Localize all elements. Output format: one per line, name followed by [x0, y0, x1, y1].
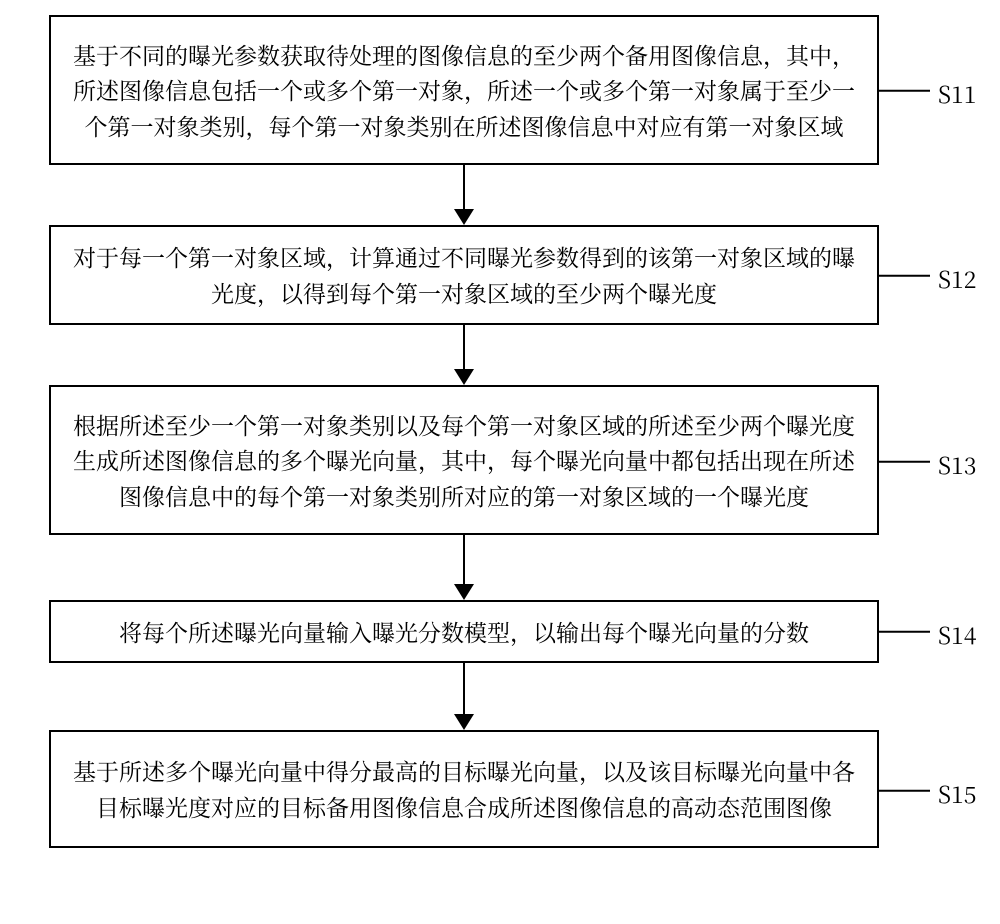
flow-step-s14-text: 将每个所述曝光向量输入曝光分数模型，以输出每个曝光向量的分数	[65, 614, 863, 650]
flow-step-s15: 基于所述多个曝光向量中得分最高的目标曝光向量，以及该目标曝光向量中各目标曝光度对…	[49, 730, 879, 848]
flow-step-s15-label: S15	[938, 777, 976, 810]
flow-step-s11-label: S11	[938, 77, 976, 110]
flow-step-s13-label: S13	[938, 448, 976, 481]
flow-step-s12: 对于每一个第一对象区域，计算通过不同曝光参数得到的该第一对象区域的曝光度，以得到…	[49, 225, 879, 325]
flow-step-s14-label: S14	[938, 618, 976, 651]
flow-step-s14: 将每个所述曝光向量输入曝光分数模型，以输出每个曝光向量的分数	[49, 600, 879, 663]
flow-step-s11-text: 基于不同的曝光参数获取待处理的图像信息的至少两个备用图像信息，其中，所述图像信息…	[65, 37, 863, 144]
flowchart-canvas: 基于不同的曝光参数获取待处理的图像信息的至少两个备用图像信息，其中，所述图像信息…	[0, 0, 1000, 924]
flow-step-s12-label: S12	[938, 262, 976, 295]
flow-step-s11: 基于不同的曝光参数获取待处理的图像信息的至少两个备用图像信息，其中，所述图像信息…	[49, 15, 879, 165]
flow-step-s13: 根据所述至少一个第一对象类别以及每个第一对象区域的所述至少两个曝光度生成所述图像…	[49, 385, 879, 535]
flow-step-s13-text: 根据所述至少一个第一对象类别以及每个第一对象区域的所述至少两个曝光度生成所述图像…	[65, 407, 863, 514]
flow-step-s12-text: 对于每一个第一对象区域，计算通过不同曝光参数得到的该第一对象区域的曝光度，以得到…	[65, 239, 863, 310]
flow-step-s15-text: 基于所述多个曝光向量中得分最高的目标曝光向量，以及该目标曝光向量中各目标曝光度对…	[65, 753, 863, 824]
